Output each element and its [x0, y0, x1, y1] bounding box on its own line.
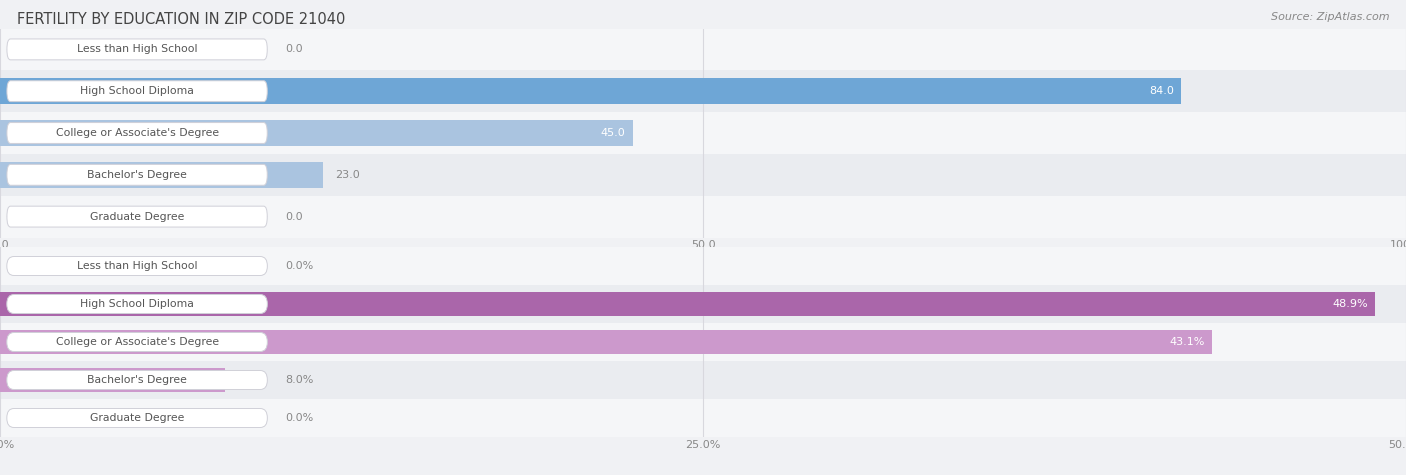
FancyBboxPatch shape	[7, 206, 267, 227]
Bar	[0, 154, 1406, 196]
Bar	[0, 162, 323, 188]
Text: High School Diploma: High School Diploma	[80, 299, 194, 309]
Text: 0.0: 0.0	[285, 44, 304, 55]
Text: Bachelor's Degree: Bachelor's Degree	[87, 375, 187, 385]
Bar	[0, 368, 225, 392]
FancyBboxPatch shape	[7, 370, 267, 389]
Text: 84.0: 84.0	[1149, 86, 1174, 96]
FancyBboxPatch shape	[7, 39, 267, 60]
Text: 45.0: 45.0	[600, 128, 626, 138]
Text: Graduate Degree: Graduate Degree	[90, 413, 184, 423]
Bar	[0, 196, 1406, 238]
Bar	[0, 292, 1375, 316]
Bar	[0, 28, 1406, 70]
Bar	[0, 330, 1212, 354]
Text: FERTILITY BY EDUCATION IN ZIP CODE 21040: FERTILITY BY EDUCATION IN ZIP CODE 21040	[17, 12, 346, 27]
Bar	[0, 112, 1406, 154]
Text: 48.9%: 48.9%	[1333, 299, 1368, 309]
Text: 23.0: 23.0	[335, 170, 360, 180]
Text: 0.0%: 0.0%	[285, 413, 314, 423]
Text: College or Associate's Degree: College or Associate's Degree	[55, 337, 219, 347]
FancyBboxPatch shape	[7, 123, 267, 143]
Text: College or Associate's Degree: College or Associate's Degree	[55, 128, 219, 138]
FancyBboxPatch shape	[7, 256, 267, 275]
Bar	[0, 120, 633, 146]
FancyBboxPatch shape	[7, 294, 267, 314]
FancyBboxPatch shape	[7, 81, 267, 102]
Text: Less than High School: Less than High School	[77, 261, 197, 271]
Text: Bachelor's Degree: Bachelor's Degree	[87, 170, 187, 180]
Bar	[0, 361, 1406, 399]
Text: Source: ZipAtlas.com: Source: ZipAtlas.com	[1271, 12, 1389, 22]
Text: 0.0%: 0.0%	[285, 261, 314, 271]
Bar	[0, 285, 1406, 323]
Bar	[0, 247, 1406, 285]
Bar	[0, 399, 1406, 437]
Text: Less than High School: Less than High School	[77, 44, 197, 55]
Text: Graduate Degree: Graduate Degree	[90, 211, 184, 222]
FancyBboxPatch shape	[7, 408, 267, 428]
Text: 8.0%: 8.0%	[285, 375, 314, 385]
Bar	[0, 323, 1406, 361]
FancyBboxPatch shape	[7, 332, 267, 352]
FancyBboxPatch shape	[7, 164, 267, 185]
Bar	[0, 70, 1406, 112]
Bar	[0, 78, 1181, 104]
Text: High School Diploma: High School Diploma	[80, 86, 194, 96]
Text: 0.0: 0.0	[285, 211, 304, 222]
Text: 43.1%: 43.1%	[1170, 337, 1205, 347]
